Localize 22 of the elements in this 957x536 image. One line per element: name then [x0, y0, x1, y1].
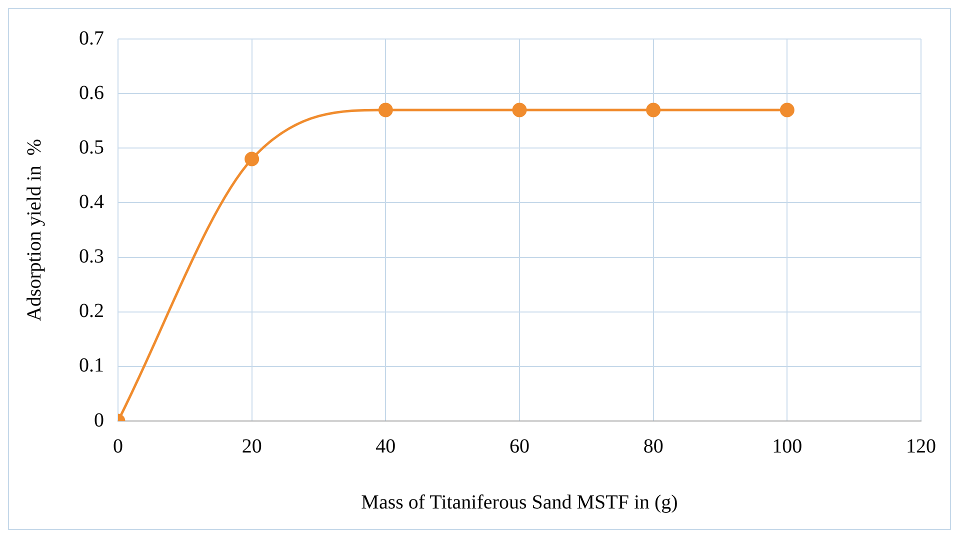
- point: [244, 152, 260, 166]
- x-tick-label: 20: [242, 435, 262, 458]
- y-tick-label: 0.1: [79, 354, 104, 377]
- x-tick-label: 100: [772, 435, 802, 458]
- x-tick-label: 60: [510, 435, 530, 458]
- y-tick-label: 0.3: [79, 246, 104, 268]
- point: [646, 102, 661, 118]
- x-tick-label: 120: [906, 435, 936, 458]
- y-tick-label: 0.5: [79, 136, 104, 158]
- x-axis-title: Mass of Titaniferous Sand MSTF in (g): [361, 491, 678, 514]
- y-tick-label: 0.7: [79, 27, 104, 50]
- x-tick-label: 80: [643, 435, 664, 458]
- point: [378, 102, 393, 118]
- y-tick-label: 0.6: [79, 82, 104, 104]
- y-tick-label: 0.2: [79, 300, 104, 322]
- y-tick-label: 0.4: [79, 190, 104, 213]
- x-tick-label: 40: [376, 435, 396, 458]
- point: [512, 102, 527, 118]
- y-axis-title: Adsorption yield in %: [23, 138, 46, 322]
- y-tick-label: 0: [94, 409, 104, 432]
- point: [780, 102, 794, 118]
- x-tick-label: 0: [113, 435, 123, 458]
